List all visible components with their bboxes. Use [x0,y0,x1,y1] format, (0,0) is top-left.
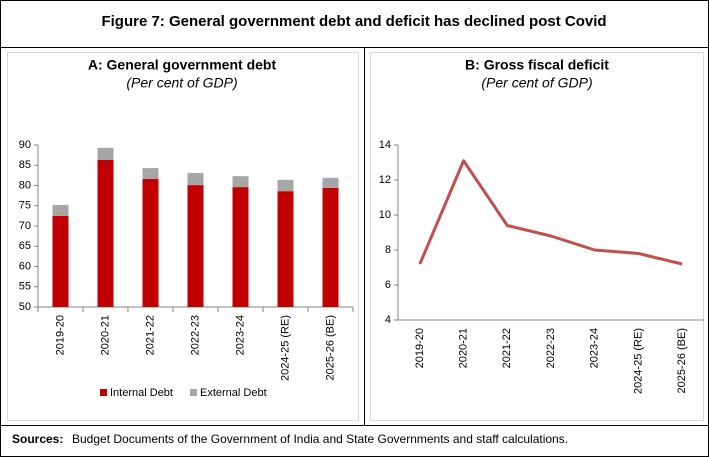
x-tick-label: 2020-21 [99,315,111,355]
bar-segment [142,179,159,307]
y-tick-label: 70 [19,220,31,232]
legend-label: External Debt [200,387,267,399]
bar-segment [187,172,204,186]
chart-subtitle: (Per cent of GDP) [481,75,592,91]
y-tick-label: 65 [19,240,31,252]
y-tick-label: 10 [379,209,391,221]
y-tick-label: 75 [19,200,31,212]
bar-segment [142,168,159,180]
x-tick-label: 2023-24 [589,328,601,368]
y-tick-label: 90 [19,139,31,151]
chart-title: A: General government debt [88,57,277,73]
y-tick-label: 85 [19,159,31,171]
sources-text: Budget Documents of the Government of In… [72,432,568,446]
figure-title: Figure 7: General government debt and de… [101,13,606,30]
y-tick-label: 14 [379,139,391,151]
x-tick-label: 2021-22 [144,315,156,355]
y-tick-label: 80 [19,179,31,191]
x-tick-label: 2022-23 [189,315,201,355]
bar-segment [232,187,249,307]
legend-label: Internal Debt [110,387,173,399]
x-tick-label: 2019-20 [54,315,66,355]
chart-title: B: Gross fiscal deficit [465,57,609,73]
bar-segment [187,185,204,307]
bar-segment [97,147,114,160]
chart-subtitle: (Per cent of GDP) [126,75,237,91]
x-tick-label: 2021-22 [501,328,513,368]
line [418,159,683,266]
bar-segment [232,176,249,188]
y-tick-label: 55 [19,281,31,293]
bar-segment [97,159,114,307]
y-tick-label: 12 [379,174,391,186]
bar-segment [277,179,294,192]
bar-segment [322,177,339,188]
y-tick-label: 6 [385,279,391,291]
x-tick-label: 2024-25 (RE) [632,328,644,394]
x-tick-label: 2025-26 (BE) [324,315,336,380]
panel-b-frame [370,52,704,421]
bar-segment [322,187,339,307]
bar-segment [277,191,294,307]
x-tick-label: 2024-25 (RE) [279,315,291,381]
x-tick-label: 2019-20 [414,328,426,368]
y-tick-label: 8 [385,244,391,256]
bar-segment [52,215,69,307]
x-tick-label: 2022-23 [545,328,557,368]
y-tick-label: 60 [19,260,31,272]
x-tick-label: 2025-26 (BE) [676,328,688,393]
x-tick-label: 2023-24 [234,315,246,355]
legend-swatch [100,389,107,396]
x-tick-label: 2020-21 [457,328,469,368]
legend-swatch [190,389,197,396]
y-tick-label: 50 [19,301,31,313]
bar-segment [52,204,69,216]
sources-label: Sources: [12,432,63,446]
panel-a-frame [7,52,359,421]
y-tick-label: 4 [385,314,391,326]
